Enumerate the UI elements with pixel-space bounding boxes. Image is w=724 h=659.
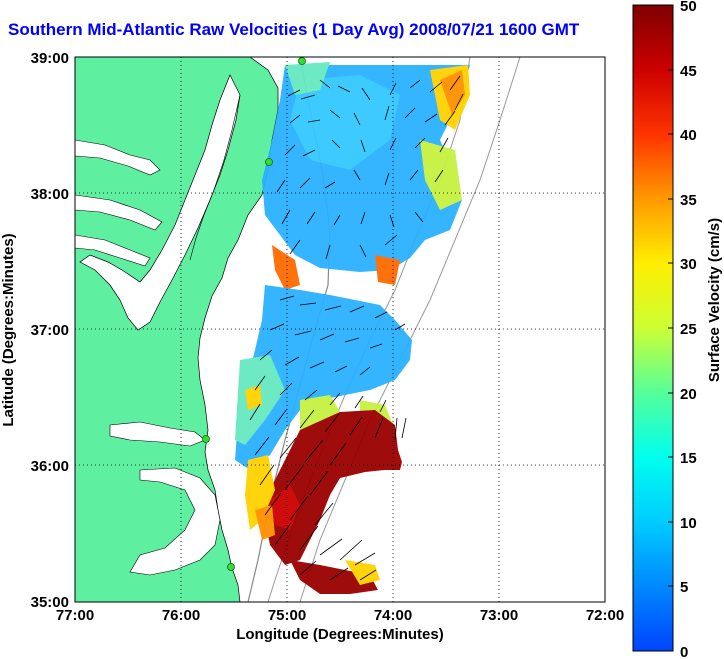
map-grid [75,57,605,602]
y-tick-label: 37:00 [31,322,69,339]
colorbar-tick-label: 50 [680,0,697,15]
delmarva-shore [189,94,241,261]
map-title: Southern Mid-Atlantic Raw Velocities (1 … [8,20,580,39]
y-axis-label: Latitude (Degrees:Minutes) [0,233,17,426]
bathymetry-line [299,57,521,602]
colorbar-tick-label: 10 [680,515,697,532]
x-tick-label: 74:00 [374,607,412,624]
x-axis-ticks: 77:00 76:00 75:00 74:00 73:00 72:00 [56,607,624,624]
station-marker [265,158,273,166]
colorbar-ticks [668,69,673,652]
river-2 [75,194,163,231]
colorbar-tick-label: 20 [680,386,697,403]
river-1 [75,139,161,176]
colorbar-labels: 0 5 10 15 20 25 30 35 40 45 50 [680,0,697,659]
colorbar-tick-label: 35 [680,192,697,209]
colorbar-label: Surface Velocity (cm/s) [706,218,723,382]
x-tick-label: 77:00 [56,607,94,624]
y-tick-label: 38:00 [31,186,69,203]
y-tick-label: 39:00 [31,50,69,67]
albemarle-sound [109,421,206,447]
colorbar-tick-label: 15 [680,450,697,467]
x-axis-label: Longitude (Degrees:Minutes) [236,626,444,643]
x-tick-label: 76:00 [162,607,200,624]
station-marker [227,563,235,571]
x-tick-label: 75:00 [268,607,306,624]
x-tick-label: 73:00 [480,607,518,624]
velocity-arrows [249,75,464,581]
colorbar-tick-label: 25 [680,321,697,338]
colorbar-tick-label: 40 [680,127,697,144]
velocity-field [235,62,470,594]
colorbar-tick-label: 30 [680,256,697,273]
colorbar-tick-label: 45 [680,63,697,80]
colorbar-tick-label: 5 [680,579,688,596]
colorbar [632,4,674,652]
river-3 [75,234,151,267]
x-tick-label: 72:00 [586,607,624,624]
colorbar-tick-label: 0 [680,644,688,659]
station-marker [298,57,306,65]
y-tick-label: 36:00 [31,458,69,475]
y-tick-label: 35:00 [31,594,69,611]
station-marker [202,435,210,443]
y-axis-ticks: 35:00 36:00 37:00 38:00 39:00 [31,50,69,611]
pamlico-sound [129,467,221,576]
